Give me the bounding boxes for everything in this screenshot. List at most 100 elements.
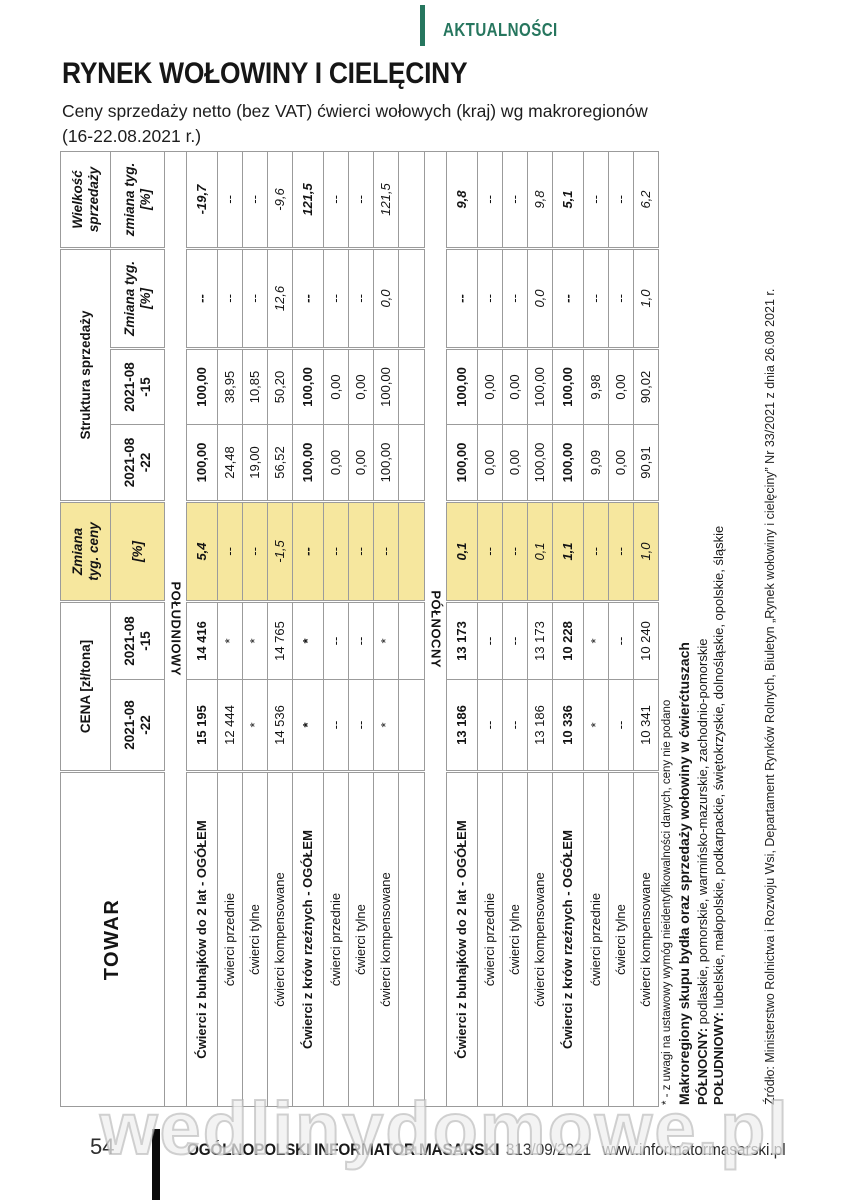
cell-wielkosc_zmiana: -9,6 (267, 151, 293, 249)
cell-struktura_zmiana: -- (186, 248, 218, 349)
cell-zmiana_ceny: 0,1 (527, 501, 553, 602)
spacer-cell (398, 501, 425, 602)
cell-struktura_15: 100,00 (552, 348, 584, 425)
spacer-cell (398, 424, 425, 502)
cell-struktura_22: 19,00 (242, 424, 268, 502)
cell-struktura_22: 100,00 (292, 424, 324, 502)
product-label: Ćwierci z krów rzeźnych - OGÓŁEM (292, 771, 324, 1107)
table-row: Ćwierci z buhajków do 2 lat - OGÓŁEM 15 1… (186, 151, 218, 1107)
table-row: ćwierci przednie -- -- -- 0,00 0,00 -- -- (477, 151, 503, 1107)
cell-cena_22: -- (608, 679, 634, 772)
makroregiony-title: Makroregiony skupu bydła oraz sprzedaży … (676, 642, 692, 1105)
cell-zmiana_ceny: -- (583, 501, 609, 602)
cell-cena_22: * (242, 679, 268, 772)
cell-wielkosc_zmiana: -19,7 (186, 151, 218, 249)
spacer-cell (398, 771, 425, 1107)
cell-zmiana_ceny: -- (217, 501, 243, 602)
cell-zmiana_ceny: 1,0 (633, 501, 659, 602)
cell-struktura_zmiana: 12,6 (267, 248, 293, 349)
market-table: TOWAR CENA [zł/tona] Zmiana tyg. ceny St… (60, 151, 659, 1107)
cell-cena_22: 13 186 (446, 679, 478, 772)
zmiana-ceny-unit-header: [%] (110, 501, 165, 602)
cell-cena_22: 14 536 (267, 679, 293, 772)
cell-struktura_zmiana: -- (477, 248, 503, 349)
cell-struktura_22: 90,91 (633, 424, 659, 502)
cell-zmiana_ceny: -- (477, 501, 503, 602)
cell-struktura_15: 100,00 (186, 348, 218, 425)
cell-zmiana_ceny: 0,1 (446, 501, 478, 602)
cell-struktura_zmiana: 0,0 (527, 248, 553, 349)
accent-bar (420, 5, 425, 46)
polnocny-label: PÓŁNOCNY: (695, 1027, 710, 1105)
product-label: Ćwierci z krów rzeźnych - OGÓŁEM (552, 771, 584, 1107)
spacer-cell (398, 348, 425, 425)
footer-line: OGÓLNOPOLSKI INFORMATOR MASARSKI 313/09/2… (187, 1141, 786, 1160)
struktura-zmiana-header: Zmiana tyg. [%] (110, 248, 165, 349)
cell-wielkosc_zmiana: 9,8 (527, 151, 553, 249)
source-citation: Źródło: Ministerstwo Rolnictwa i Rozwoju… (763, 288, 777, 1105)
page-number: 54 (90, 1134, 115, 1159)
cell-struktura_zmiana: -- (323, 248, 349, 349)
cell-struktura_15: 0,00 (323, 348, 349, 425)
cell-zmiana_ceny: -- (608, 501, 634, 602)
cell-struktura_15: 10,85 (242, 348, 268, 425)
cell-wielkosc_zmiana: -- (348, 151, 374, 249)
cell-cena_15: -- (348, 601, 374, 680)
cell-struktura_zmiana: -- (292, 248, 324, 349)
cell-struktura_zmiana: -- (608, 248, 634, 349)
struktura-date-22-header: 2021-08 -22 (110, 424, 165, 502)
product-label: Ćwierci z buhajków do 2 lat - OGÓŁEM (186, 771, 218, 1107)
section-name: PÓŁNOCNY (428, 590, 444, 668)
cell-zmiana_ceny: -1,5 (267, 501, 293, 602)
cell-wielkosc_zmiana: 9,8 (446, 151, 478, 249)
cell-cena_15: -- (502, 601, 528, 680)
cell-wielkosc_zmiana: -- (608, 151, 634, 249)
cell-struktura_15: 0,00 (477, 348, 503, 425)
cell-cena_15: * (583, 601, 609, 680)
cell-struktura_22: 100,00 (186, 424, 218, 502)
cell-struktura_15: 0,00 (348, 348, 374, 425)
cell-wielkosc_zmiana: 6,2 (633, 151, 659, 249)
cell-cena_22: * (373, 679, 399, 772)
table-row: ćwierci przednie -- -- -- 0,00 0,00 -- -- (323, 151, 349, 1107)
magazine-website: www.informatormasarski.pl (602, 1141, 786, 1159)
product-label: ćwierci tylne (242, 771, 268, 1107)
issue-number: 313/09/2021 (505, 1141, 592, 1159)
cell-zmiana_ceny: -- (373, 501, 399, 602)
table-row: Ćwierci z buhajków do 2 lat - OGÓŁEM 13 1… (446, 151, 478, 1107)
product-label: ćwierci tylne (348, 771, 374, 1107)
subtitle-line-2: (16-22.08.2021 r.) (62, 125, 202, 146)
cell-struktura_15: 9,98 (583, 348, 609, 425)
spacer-cell (398, 601, 425, 680)
cell-struktura_22: 100,00 (527, 424, 553, 502)
cell-struktura_22: 100,00 (373, 424, 399, 502)
asterisk-footnote: * - z uwagi na ustawowy wymóg nieidentyf… (661, 699, 673, 1105)
cell-wielkosc_zmiana: -- (242, 151, 268, 249)
cell-cena_22: -- (323, 679, 349, 772)
cell-wielkosc_zmiana: -- (502, 151, 528, 249)
towar-header: TOWAR (60, 771, 165, 1107)
cell-struktura_zmiana: -- (446, 248, 478, 349)
table-row: ćwierci kompensowane 14 536 14 765 -1,5 56,5… (267, 151, 293, 1107)
cell-cena_22: 10 341 (633, 679, 659, 772)
cell-cena_22: -- (348, 679, 374, 772)
subtitle-line-1: Ceny sprzedaży netto (bez VAT) ćwierci w… (62, 101, 648, 121)
cell-struktura_22: 0,00 (477, 424, 503, 502)
cell-wielkosc_zmiana: -- (217, 151, 243, 249)
cell-cena_15: * (373, 601, 399, 680)
cell-struktura_15: 100,00 (292, 348, 324, 425)
cell-cena_15: * (217, 601, 243, 680)
cell-struktura_22: 0,00 (608, 424, 634, 502)
magazine-name: OGÓLNOPOLSKI INFORMATOR MASARSKI (187, 1141, 500, 1159)
cell-cena_22: * (583, 679, 609, 772)
cell-cena_22: 15 195 (186, 679, 218, 772)
cell-struktura_22: 56,52 (267, 424, 293, 502)
cell-struktura_22: 100,00 (446, 424, 478, 502)
cell-wielkosc_zmiana: 121,5 (373, 151, 399, 249)
struktura-date-15-header: 2021-08 -15 (110, 348, 165, 425)
product-label: ćwierci przednie (583, 771, 609, 1107)
struktura-group-header: Struktura sprzedaży (60, 248, 111, 502)
cell-struktura_zmiana: -- (502, 248, 528, 349)
table-row: ćwierci tylne -- -- -- 0,00 0,00 -- -- (502, 151, 528, 1107)
